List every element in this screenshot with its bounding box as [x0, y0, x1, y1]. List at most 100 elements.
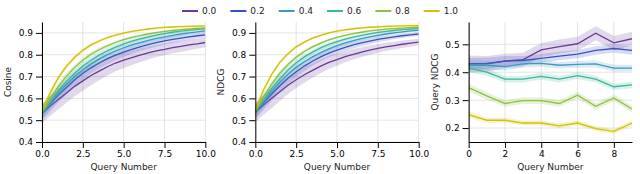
legend-swatch — [230, 10, 246, 12]
axis-line — [42, 23, 43, 143]
tick-label: 0.5 — [232, 116, 246, 126]
tick-label: 2 — [503, 149, 509, 159]
tick-label: 2.5 — [76, 149, 90, 159]
grid — [42, 22, 205, 142]
std-band — [42, 27, 205, 116]
x-tick: 8 — [611, 142, 617, 159]
legend-item: 0.4 — [279, 6, 314, 16]
tick-mark — [578, 142, 579, 148]
tick-mark — [124, 142, 125, 148]
std-band — [469, 60, 632, 71]
tick-label: 0.7 — [19, 72, 33, 82]
x-tick: 10.0 — [196, 142, 216, 159]
tick-mark — [463, 44, 469, 45]
legend-swatch — [182, 10, 198, 12]
x-axis-title: Query Number — [517, 162, 584, 172]
std-band — [255, 25, 418, 115]
std-band — [469, 64, 632, 90]
tick-label: 5.0 — [117, 149, 132, 159]
tick-mark — [463, 128, 469, 129]
series-line — [42, 29, 205, 113]
tick-label: 2.5 — [290, 149, 304, 159]
std-band — [469, 111, 632, 134]
legend-item: 0.8 — [375, 6, 410, 16]
plot-area — [469, 26, 632, 134]
tick-mark — [42, 142, 43, 148]
x-tick: 4 — [539, 142, 545, 159]
legend-label: 0.4 — [299, 6, 314, 16]
y-axis-title: NDCG — [216, 69, 226, 96]
y-tick: 0.3 — [445, 96, 468, 106]
y-tick: 0.8 — [19, 50, 42, 60]
tick-mark — [378, 142, 379, 148]
tick-mark — [36, 77, 42, 78]
tick-mark — [614, 142, 615, 148]
tick-label: 0.7 — [232, 72, 246, 82]
legend-item: 0.2 — [230, 6, 264, 16]
panel: 0.02.55.07.510.00.40.50.60.70.80.9Query … — [216, 22, 429, 172]
tick-mark — [419, 142, 420, 148]
tick-label: 0.3 — [445, 96, 459, 106]
x-tick: 0 — [466, 142, 472, 159]
series-line — [255, 27, 418, 111]
tick-mark — [249, 55, 255, 56]
std-band — [469, 83, 632, 112]
tick-mark — [205, 142, 206, 148]
y-tick: 0.9 — [232, 28, 255, 38]
y-tick: 0.7 — [232, 72, 255, 82]
legend-label: 0.6 — [347, 6, 362, 16]
tick-label: 6 — [575, 149, 581, 159]
chart-figure: 0.0 2.5 5.0 7.5 10.0 0.4 0.5 0.6 0.7 0.8 0.9 Query … — [0, 0, 640, 174]
series-line — [469, 115, 632, 132]
x-tick: 2.5 — [290, 142, 304, 159]
x-tick: 0.0 — [249, 142, 264, 159]
series-line — [255, 29, 418, 112]
grid-line — [255, 22, 256, 142]
std-band — [469, 26, 632, 72]
y-axis: 0.40.50.60.70.80.9 — [232, 23, 256, 148]
series-line — [42, 28, 205, 112]
legend-label: 0.0 — [202, 6, 217, 16]
x-axis-title: Query Number — [90, 162, 157, 172]
y-axis: 0.40.50.60.70.80.9 — [19, 23, 43, 148]
x-axis: 0.0 2.5 5.0 7.5 10.0 — [249, 142, 430, 159]
tick-label: 0.6 — [19, 94, 34, 104]
x-tick: 2.5 — [76, 142, 90, 159]
tick-label: 10.0 — [196, 149, 216, 159]
y-axis: 0.20.30.40.5 — [445, 23, 469, 143]
tick-mark — [36, 33, 42, 34]
tick-label: 0.8 — [232, 50, 247, 60]
legend-swatch — [327, 10, 343, 12]
tick-mark — [83, 142, 84, 148]
panel: 024680.20.30.40.5Query NumberQuery NDCG — [430, 22, 633, 172]
x-tick: 2 — [503, 142, 509, 159]
tick-mark — [249, 98, 255, 99]
tick-mark — [296, 142, 297, 148]
axis-line — [469, 142, 632, 143]
x-tick: 10.0 — [409, 142, 429, 159]
y-tick: 0.4 — [232, 137, 255, 147]
tick-mark — [36, 120, 42, 121]
tick-label: 0.4 — [445, 68, 460, 78]
axis-line — [255, 23, 256, 143]
tick-label: 0.9 — [232, 28, 247, 38]
plot-area — [255, 25, 418, 123]
std-band — [255, 26, 418, 115]
x-tick: 7.5 — [371, 142, 385, 159]
x-axis: 0 2 4 6 8 — [466, 142, 632, 159]
tick-label: 0 — [466, 149, 472, 159]
x-tick: 5.0 — [330, 142, 345, 159]
y-tick: 0.5 — [232, 116, 255, 126]
tick-label: 0.5 — [19, 116, 33, 126]
legend-label: 1.0 — [444, 6, 459, 16]
y-tick: 0.6 — [19, 94, 42, 104]
tick-mark — [36, 142, 42, 143]
tick-mark — [337, 142, 338, 148]
tick-mark — [469, 142, 470, 148]
tick-mark — [249, 77, 255, 78]
tick-mark — [463, 72, 469, 73]
grid — [469, 22, 632, 142]
series-line — [469, 63, 632, 68]
x-tick: 7.5 — [158, 142, 172, 159]
legend-label: 0.2 — [250, 6, 264, 16]
